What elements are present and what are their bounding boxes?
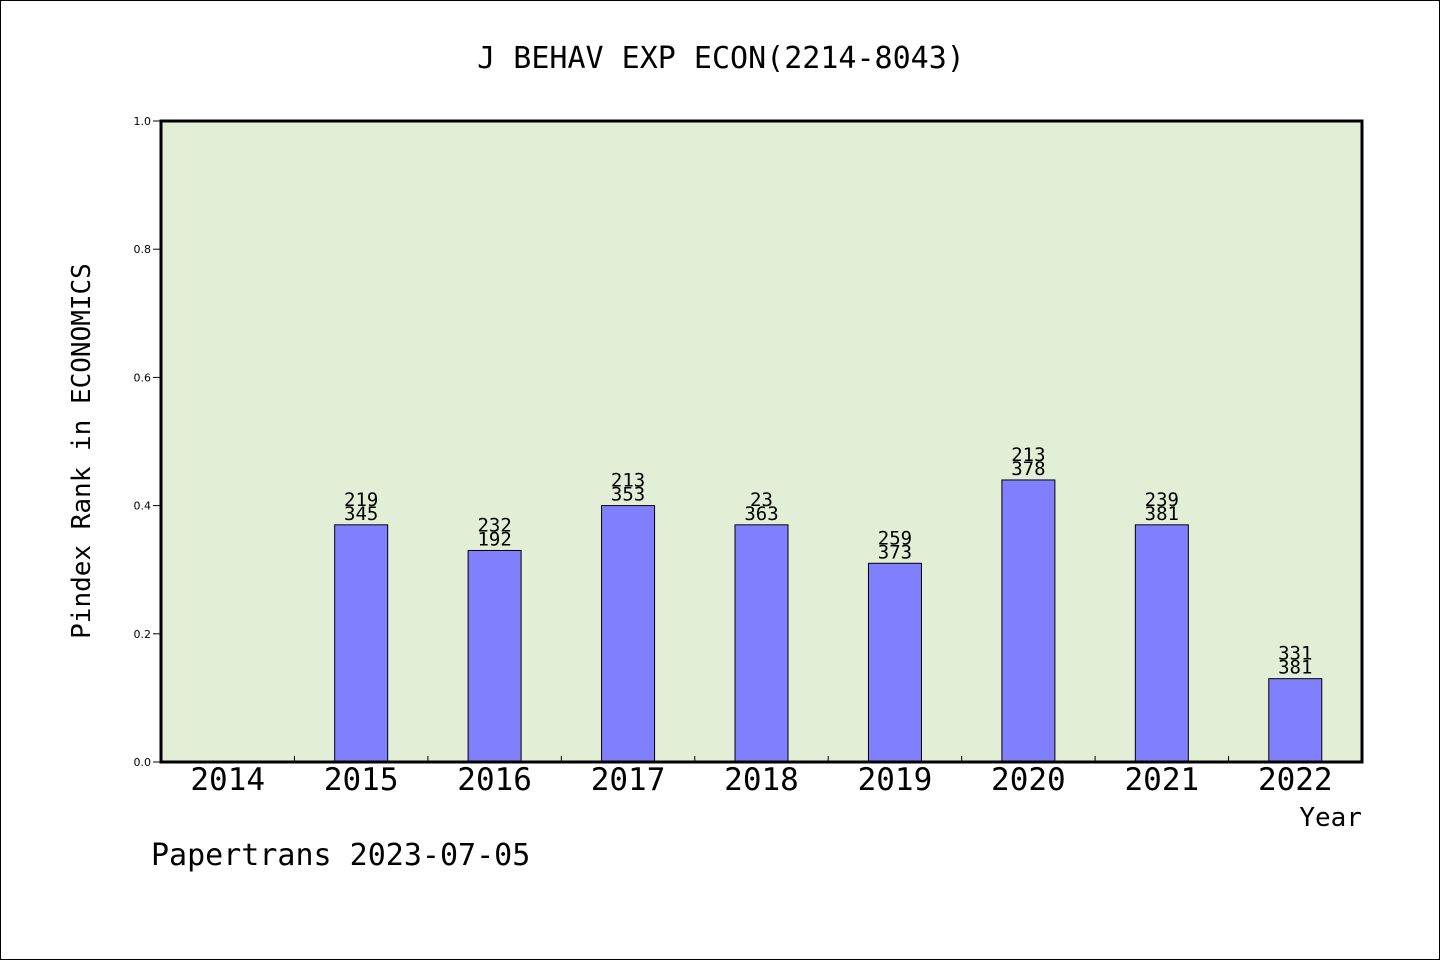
bar-label-top: 232: [477, 514, 511, 536]
bar-label-bottom: 353: [611, 484, 645, 506]
x-tick-label: 2014: [190, 762, 265, 798]
x-tick-label: 2016: [457, 762, 532, 798]
y-tick-label: 0.0: [134, 756, 152, 769]
y-axis-label: Pindex Rank in ECONOMICS: [67, 263, 97, 639]
bar-label-top: 213: [611, 470, 645, 492]
footer-credit: Papertrans 2023-07-05: [151, 838, 530, 873]
bar-label-bottom: 378: [1011, 458, 1045, 480]
bar-label-top: 239: [1145, 489, 1179, 511]
bar-2016: [467, 549, 522, 763]
x-tick-label: 2018: [724, 762, 799, 798]
bar-label-bottom: 192: [477, 528, 511, 550]
x-tick-label: 2019: [858, 762, 933, 798]
bar-label-top: 213: [1011, 444, 1045, 466]
bar-label-bottom: 363: [744, 503, 778, 525]
chart-title: J BEHAV EXP ECON(2214-8043): [477, 41, 965, 76]
y-tick-label: 0.2: [134, 628, 152, 641]
y-tick-label: 0.4: [134, 500, 152, 513]
bar-2018: [734, 524, 789, 763]
bar-label-bottom: 373: [878, 541, 912, 563]
y-tick-label: 0.6: [134, 371, 152, 384]
bar-2017: [601, 505, 656, 763]
y-axis-ticks: 0.0 0.2 0.4 0.6 0.8 1.0: [134, 115, 161, 769]
plot-frame: [159, 119, 1364, 764]
bar-label-top: 219: [344, 489, 378, 511]
bar-label-top: 331: [1278, 643, 1312, 665]
y-tick-label: 0.8: [134, 243, 152, 256]
y-tick-label: 1.0: [134, 115, 152, 128]
x-tick-label: 2020: [991, 762, 1066, 798]
x-tick-label: 2017: [591, 762, 666, 798]
bar-label-bottom: 381: [1145, 503, 1179, 525]
x-tick-label: 2022: [1258, 762, 1333, 798]
bar-2022: [1268, 678, 1323, 763]
x-axis-ticks: 2014 2015 2016 2017 2018 2019 2020 2021 2022: [190, 756, 1333, 798]
x-tick-label: 2015: [324, 762, 399, 798]
bar-2021: [1134, 524, 1189, 763]
bar-label-bottom: 381: [1278, 657, 1312, 679]
bar-2015: [334, 524, 389, 763]
bar-2020: [1001, 479, 1056, 763]
bar-label-top: 259: [878, 527, 912, 549]
bar-label-bottom: 345: [344, 503, 378, 525]
bar-label-top: 23: [750, 489, 773, 511]
x-axis-label: Year: [1299, 803, 1362, 833]
x-tick-label: 2021: [1125, 762, 1200, 798]
bar-series: [334, 479, 1323, 763]
bar-2019: [867, 562, 922, 763]
